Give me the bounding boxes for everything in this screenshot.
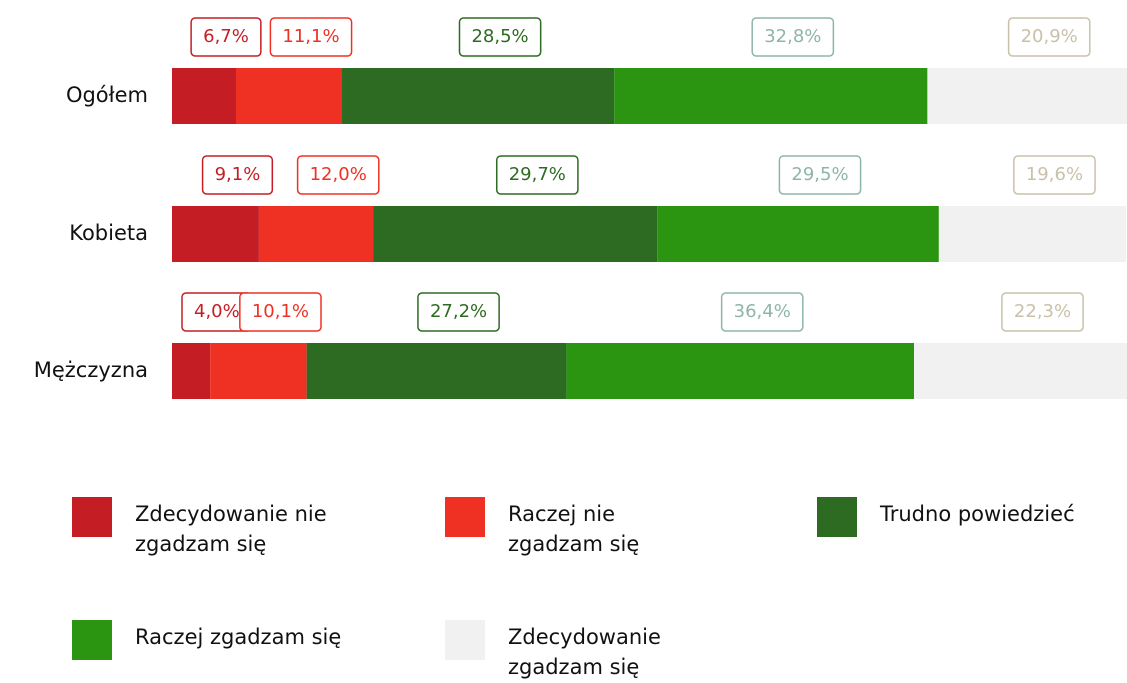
category-label: Kobieta	[69, 221, 148, 245]
bar-segment	[172, 343, 211, 399]
value-label-box	[201, 155, 274, 195]
value-label-text: 36,4%	[734, 301, 791, 322]
value-label-box	[1007, 17, 1091, 57]
value-label-text: 29,5%	[791, 164, 848, 185]
bar-segment	[172, 206, 259, 262]
value-label: 4,0%	[181, 292, 253, 332]
legend-swatch	[72, 497, 112, 537]
legend-swatch	[445, 497, 485, 537]
value-label-text: 22,3%	[1014, 301, 1071, 322]
value-label-text: 11,1%	[282, 26, 339, 47]
value-label-text: 9,1%	[215, 164, 261, 185]
value-label-box	[190, 17, 262, 57]
legend-text: Raczej zgadzam się	[135, 625, 342, 649]
bar-segment	[235, 68, 342, 124]
value-label: 12,0%	[296, 155, 380, 195]
value-label: 28,5%	[458, 17, 542, 57]
bar-segment	[938, 206, 1127, 262]
bar-segment	[927, 68, 1127, 124]
legend-item: Trudno powiedzieć	[817, 497, 1127, 537]
value-label-text: 27,2%	[430, 301, 487, 322]
value-label: 6,7%	[190, 17, 262, 57]
value-label-box	[720, 292, 804, 332]
bar-segment	[172, 68, 236, 124]
bar-segment	[566, 343, 915, 399]
legend-item: Raczej nie zgadzam się	[445, 497, 678, 559]
legend-swatch	[445, 620, 485, 660]
value-label-box	[417, 292, 500, 332]
category-label: Mężczyzna	[34, 358, 148, 382]
legend-swatch	[72, 620, 112, 660]
value-label: 20,9%	[1007, 17, 1091, 57]
bar-segment	[914, 343, 1127, 399]
value-label-text: 29,7%	[509, 164, 566, 185]
legend-item: Zdecydowanie nie zgadzam się	[72, 497, 385, 559]
value-label: 36,4%	[720, 292, 804, 332]
legend-item: Raczej zgadzam się	[72, 620, 435, 660]
value-label-box	[239, 292, 322, 332]
value-label-box	[751, 17, 835, 57]
value-label-text: 12,0%	[310, 164, 367, 185]
bar-segment	[306, 343, 567, 399]
value-label: 32,8%	[751, 17, 835, 57]
value-label-text: 28,5%	[471, 26, 528, 47]
value-label: 29,7%	[495, 155, 579, 195]
value-label-text: 19,6%	[1026, 164, 1083, 185]
legend-text: Raczej nie zgadzam się	[508, 502, 640, 556]
value-label: 27,2%	[417, 292, 500, 332]
value-label-box	[458, 17, 542, 57]
category-label: Ogółem	[66, 83, 148, 107]
chart: Ogółem 6,7% 11,1% 28,5% 32,8% 20,9% Kobieta 9,1…	[34, 17, 1127, 399]
value-label: 19,6%	[1013, 155, 1096, 195]
bar-segment	[657, 206, 939, 262]
bar-segment	[614, 68, 928, 124]
value-label-box	[1001, 292, 1084, 332]
value-label-text: 32,8%	[764, 26, 821, 47]
legend-text: Zdecydowanie zgadzam się	[508, 625, 661, 679]
value-label: 10,1%	[239, 292, 322, 332]
value-label-text: 6,7%	[203, 26, 249, 47]
value-label-box	[269, 17, 353, 57]
value-label-box	[296, 155, 380, 195]
bar-segment	[341, 68, 615, 124]
value-label: 22,3%	[1001, 292, 1084, 332]
legend-text: Zdecydowanie nie zgadzam się	[135, 502, 327, 556]
value-label-text: 20,9%	[1021, 26, 1078, 47]
value-label-box	[778, 155, 862, 195]
value-label-text: 10,1%	[252, 301, 309, 322]
legend-swatch	[817, 497, 857, 537]
value-label-box	[1013, 155, 1096, 195]
legend-text: Trudno powiedzieć	[880, 502, 1075, 526]
value-label-box	[495, 155, 579, 195]
value-label: 29,5%	[778, 155, 862, 195]
value-label-text: 4,0%	[194, 301, 240, 322]
value-label: 11,1%	[269, 17, 353, 57]
legend-item: Zdecydowanie zgadzam się	[445, 620, 728, 682]
bar-segment	[258, 206, 374, 262]
bar-segment	[373, 206, 658, 262]
value-label: 9,1%	[201, 155, 274, 195]
bar-segment	[210, 343, 307, 399]
